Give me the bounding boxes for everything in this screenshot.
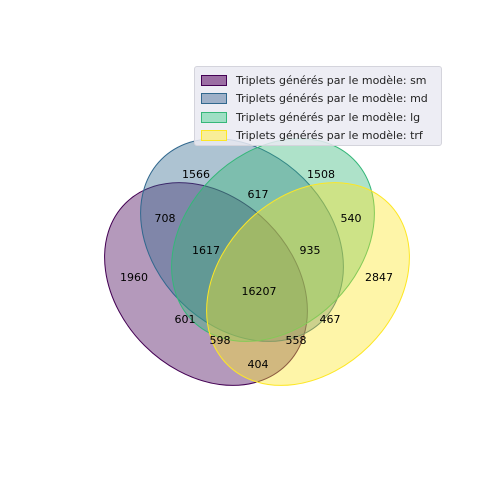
set-ellipse-sm: [104, 182, 308, 386]
region-label-sm-md-trf: 601: [175, 313, 196, 326]
region-label-lg-only: 1508: [307, 168, 335, 181]
region-label-sm-trf: 404: [248, 358, 269, 371]
legend-item-lg: Triplets générés par le modèle: lg: [201, 108, 435, 127]
region-label-sm-lg-trf: 467: [320, 313, 341, 326]
region-label-md-lg: 617: [248, 188, 269, 201]
region-label-lower-left: 598: [210, 334, 231, 347]
region-label-sm-only: 1960: [120, 271, 148, 284]
region-label-md-lg-trf: 935: [300, 244, 321, 257]
region-label-all: 16207: [242, 285, 277, 298]
legend-label-lg: Triplets générés par le modèle: lg: [236, 110, 421, 124]
region-label-trf-only: 2847: [365, 271, 393, 284]
region-label-lower-right: 558: [286, 334, 307, 347]
region-label-sm-md: 708: [155, 212, 176, 225]
region-label-sm-md-lg: 1617: [192, 244, 220, 257]
legend-swatch-trf: [201, 130, 227, 142]
legend-label-md: Triplets générés par le modèle: md: [236, 92, 428, 106]
legend-swatch-lg: [201, 111, 227, 123]
legend-item-md: Triplets générés par le modèle: md: [201, 90, 435, 109]
legend-label-trf: Triplets générés par le modèle: trf: [236, 129, 423, 143]
legend-swatch-sm: [201, 74, 227, 86]
legend: Triplets générés par le modèle: sm Tripl…: [194, 66, 442, 146]
region-label-md-only: 1566: [182, 168, 210, 181]
set-ellipse-lg: [171, 138, 375, 342]
legend-label-sm: Triplets générés par le modèle: sm: [236, 73, 427, 87]
legend-swatch-md: [201, 93, 227, 105]
set-ellipse-trf: [206, 182, 410, 386]
legend-item-sm: Triplets générés par le modèle: sm: [201, 71, 435, 90]
region-label-lg-trf: 540: [341, 212, 362, 225]
legend-item-trf: Triplets générés par le modèle: trf: [201, 127, 435, 146]
set-ellipse-md: [140, 138, 344, 342]
